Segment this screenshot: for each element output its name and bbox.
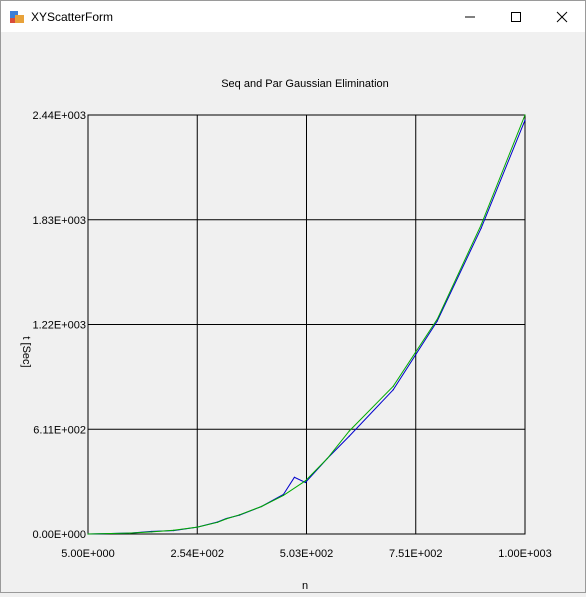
data-point	[348, 430, 350, 432]
data-point	[216, 521, 219, 523]
y-tick-label: 6.11E+002	[33, 424, 86, 436]
y-tick-label: 0.00E+000	[32, 529, 86, 541]
y-tick-label: 1.22E+003	[32, 320, 86, 332]
x-tick-label: 1.00E+003	[498, 548, 552, 560]
x-tick-label: 5.00E+000	[61, 548, 115, 560]
scatter-chart: Seq and Par Gaussian Elimination n t [Se…	[20, 78, 552, 592]
maximize-icon	[511, 11, 521, 22]
data-point	[392, 385, 394, 387]
data-point	[196, 526, 198, 528]
data-point	[392, 389, 394, 391]
grid-lines	[87, 114, 526, 535]
maximize-button[interactable]	[493, 1, 539, 32]
y-axis-label: t [Sec]	[20, 336, 32, 367]
data-point	[87, 533, 89, 535]
x-tick-label: 7.51E+002	[389, 548, 443, 560]
data-point	[260, 505, 263, 508]
data-point	[480, 224, 482, 226]
data-point	[524, 114, 526, 116]
x-tick-label: 2.54E+002	[170, 548, 224, 560]
window-title: XYScatterForm	[31, 10, 114, 24]
close-button[interactable]	[539, 1, 585, 32]
y-tick-label: 2.44E+003	[32, 110, 86, 122]
series-lines	[87, 114, 526, 535]
x-tick-label: 5.03E+002	[280, 548, 334, 560]
minimize-icon	[465, 16, 475, 17]
app-form-icon	[9, 9, 25, 25]
data-point	[282, 494, 285, 496]
title-bar: XYScatterForm	[1, 1, 585, 32]
data-point	[151, 531, 153, 533]
data-point	[238, 514, 241, 516]
data-point	[304, 480, 307, 482]
data-point	[480, 227, 482, 229]
data-point	[348, 435, 350, 437]
data-point	[326, 457, 328, 460]
y-tick-label: 1.83E+003	[32, 215, 86, 227]
data-point	[129, 532, 131, 534]
data-point	[524, 119, 526, 121]
data-point	[436, 318, 438, 320]
x-axis-label: n	[302, 580, 308, 592]
chart-title: Seq and Par Gaussian Elimination	[221, 78, 389, 90]
close-icon	[556, 11, 568, 22]
data-point	[225, 518, 227, 520]
tick-labels: 5.00E+000 2.54E+002 5.03E+002 7.51E+002 1.00…	[32, 110, 551, 560]
minimize-button[interactable]	[447, 1, 493, 32]
data-point	[304, 481, 307, 484]
chart-area: Seq and Par Gaussian Elimination n t [Se…	[1, 32, 585, 592]
data-point	[173, 529, 175, 531]
data-point	[293, 476, 296, 478]
data-point	[436, 320, 438, 322]
